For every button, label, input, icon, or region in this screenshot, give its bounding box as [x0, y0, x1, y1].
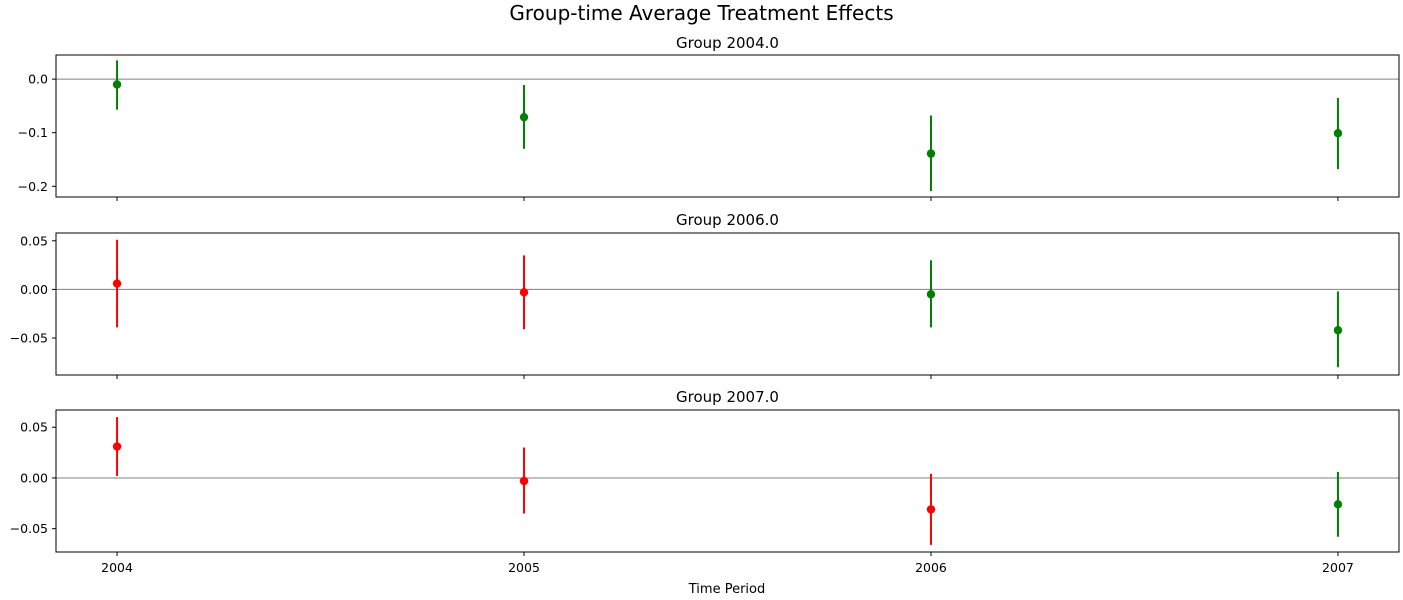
- y-tick-label: 0.0: [28, 72, 48, 87]
- plot-frame: [55, 232, 1400, 376]
- data-point: [1333, 500, 1343, 509]
- y-tick-label: 0.05: [20, 233, 48, 248]
- y-tick-label: −0.2: [18, 179, 48, 194]
- panel-2: Group 2006.0 0.05 0.00 −0.05: [10, 211, 1400, 379]
- data-point: [112, 442, 122, 451]
- panel-3: Group 2007.0 0.05 0.00 −0.05 2004 2005 2006 200…: [10, 388, 1400, 575]
- data-point: [1333, 129, 1343, 138]
- data-point: [926, 149, 936, 158]
- y-tick-label: 0.00: [20, 470, 48, 485]
- panel-title: Group 2004.0: [676, 34, 779, 52]
- data-point: [926, 290, 936, 299]
- plot-frame: [55, 54, 1400, 198]
- figure-title: Group-time Average Treatment Effects: [509, 1, 893, 25]
- y-tick-label: −0.05: [10, 521, 48, 536]
- y-tick-label: −0.05: [10, 331, 48, 346]
- data-point: [926, 505, 936, 514]
- panel-title: Group 2007.0: [676, 388, 779, 406]
- panels: Group 2004.0 0.0 −0.1 −0.2 Group 2006.0 0.05 0…: [10, 34, 1400, 575]
- x-tick-label: 2004: [101, 560, 133, 575]
- data-point: [519, 476, 529, 486]
- panel-title: Group 2006.0: [676, 211, 779, 229]
- y-tick-label: 0.00: [20, 282, 48, 297]
- y-tick-label: −0.1: [18, 125, 48, 140]
- data-point: [112, 80, 122, 89]
- x-tick-label: 2006: [915, 560, 947, 575]
- data-point: [519, 112, 529, 122]
- y-tick-label: 0.05: [20, 420, 48, 435]
- x-axis-label: Time Period: [688, 582, 765, 597]
- data-point: [519, 288, 529, 297]
- x-tick-label: 2007: [1322, 560, 1354, 575]
- panel-1: Group 2004.0 0.0 −0.1 −0.2: [18, 34, 1400, 201]
- plot-frame: [55, 409, 1400, 553]
- data-point: [112, 279, 122, 288]
- x-tick-label: 2005: [508, 560, 540, 575]
- data-point: [1333, 326, 1343, 335]
